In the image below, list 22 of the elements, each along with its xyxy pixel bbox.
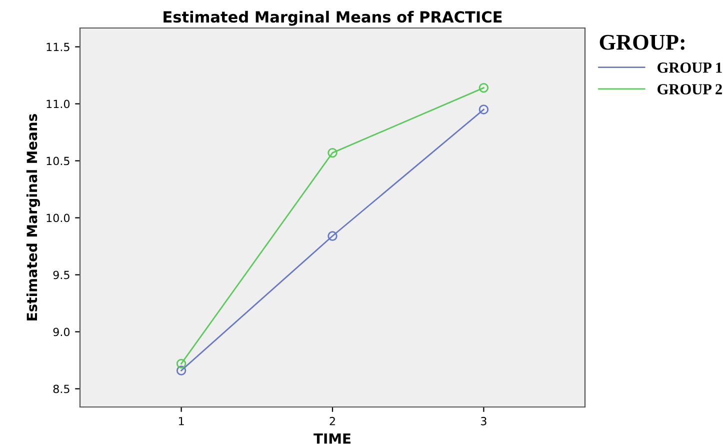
y-tick-label: 11.0 xyxy=(46,100,70,108)
chart-title: Estimated Marginal Means of PRACTICE xyxy=(164,10,502,26)
y-tick-label: 10.0 xyxy=(46,214,70,222)
point xyxy=(478,104,489,114)
x-tick-label: 1 xyxy=(178,417,184,426)
y-tick-label: 8.5 xyxy=(53,384,70,394)
point xyxy=(328,231,338,241)
legend-label: GROUP 2 xyxy=(658,84,722,94)
x-tick-label: 3 xyxy=(481,416,486,426)
legend-title: GROUP: xyxy=(600,34,684,50)
point xyxy=(328,148,338,158)
point xyxy=(176,366,186,376)
x-axis-title: TIME xyxy=(314,433,350,444)
point xyxy=(176,358,186,369)
point xyxy=(478,82,489,93)
y-tick-label: 10.5 xyxy=(46,156,70,166)
y-tick-label: 11.5 xyxy=(46,42,70,52)
legend-label: GROUP 1 xyxy=(658,62,722,73)
x-tick-label: 2 xyxy=(330,416,335,426)
y-tick-label: 9.0 xyxy=(53,328,70,336)
y-axis-title: Estimated Marginal Means xyxy=(26,114,40,320)
y-tick-label: 9.5 xyxy=(53,270,70,280)
